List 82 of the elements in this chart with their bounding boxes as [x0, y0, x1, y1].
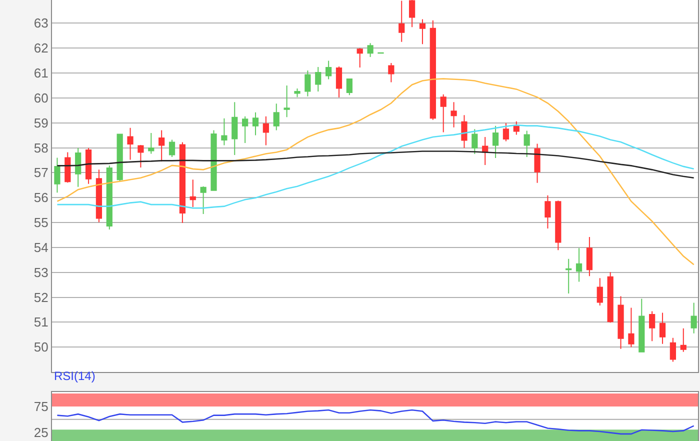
candlestick — [116, 134, 123, 182]
candlestick — [221, 118, 228, 146]
candlestick — [232, 102, 238, 156]
candlestick — [210, 130, 217, 191]
candlestick — [586, 236, 593, 277]
y-tick-label: 50 — [34, 340, 48, 355]
candlestick — [628, 307, 634, 348]
y-tick-label: 63 — [34, 16, 48, 31]
line-series — [56, 150, 694, 179]
y-tick-label: 75 — [34, 398, 48, 414]
y-tick-label: 54 — [34, 240, 48, 255]
candlestick — [461, 114, 468, 148]
chart-title: RSI(14) — [54, 369, 96, 383]
candlestick — [336, 66, 342, 98]
candlestick — [326, 60, 332, 80]
candlestick — [367, 42, 374, 58]
candlestick — [252, 112, 259, 136]
y-tick-label: 58 — [34, 140, 48, 156]
candlestick — [513, 120, 520, 136]
candlestick — [419, 18, 426, 45]
candlestick — [190, 179, 196, 208]
y-tick-label: 57 — [34, 165, 48, 180]
candlestick — [200, 186, 206, 215]
y-tick-label: 51 — [34, 314, 48, 330]
candlestick — [502, 122, 510, 142]
y-tick-label: 56 — [34, 190, 48, 206]
candlestick — [690, 302, 697, 334]
candlestick — [450, 102, 457, 128]
candlestick — [346, 78, 352, 96]
candlestick — [649, 310, 656, 342]
y-tick-label: 53 — [34, 264, 48, 280]
candlestick — [430, 20, 436, 120]
candlestick — [158, 130, 165, 162]
candlestick — [482, 136, 488, 166]
y-tick-label: 25 — [34, 424, 48, 440]
candlestick — [273, 103, 280, 131]
candlestick — [607, 272, 614, 324]
candlestick — [242, 116, 248, 144]
candlestick — [85, 148, 92, 184]
candlestick — [555, 200, 562, 251]
candlestick — [524, 130, 530, 158]
candlestick — [315, 66, 322, 92]
candlestick — [680, 328, 686, 352]
candlestick — [576, 248, 582, 282]
candlestick — [262, 116, 269, 146]
candlestick — [54, 157, 60, 194]
y-tick-label: 52 — [34, 290, 48, 305]
candlestick — [408, 0, 416, 28]
candlestick — [179, 142, 186, 224]
candlestick — [440, 94, 446, 133]
y-tick-label: 55 — [34, 215, 48, 230]
candlestick — [284, 84, 290, 118]
candlestick — [127, 127, 134, 160]
candlestick — [64, 152, 71, 184]
candlestick — [75, 148, 82, 188]
y-tick-label: 61 — [34, 66, 48, 81]
candlestick — [544, 194, 551, 229]
line-series — [56, 78, 694, 266]
candlestick — [356, 48, 363, 68]
candlestick — [638, 298, 645, 352]
candlestick — [566, 258, 572, 294]
candlestick — [138, 144, 144, 168]
candlestick — [388, 62, 394, 83]
candlestick — [96, 169, 102, 223]
candlestick — [294, 88, 300, 98]
candlestick — [534, 143, 540, 184]
candlestick — [106, 164, 112, 230]
candlestick — [618, 296, 624, 350]
candlestick — [472, 128, 478, 154]
y-tick-label: 59 — [34, 115, 48, 130]
candlestick — [168, 139, 176, 158]
candlestick — [148, 132, 154, 154]
candlestick — [596, 278, 603, 306]
candlestick — [304, 70, 311, 97]
candlestick — [670, 337, 676, 362]
line-series — [56, 409, 694, 435]
line-series — [56, 124, 694, 209]
candlestick — [659, 312, 666, 344]
y-tick-label: 62 — [34, 40, 48, 56]
candlestick — [398, 0, 405, 42]
candlestick — [492, 125, 499, 158]
y-tick-label: 60 — [34, 90, 48, 106]
